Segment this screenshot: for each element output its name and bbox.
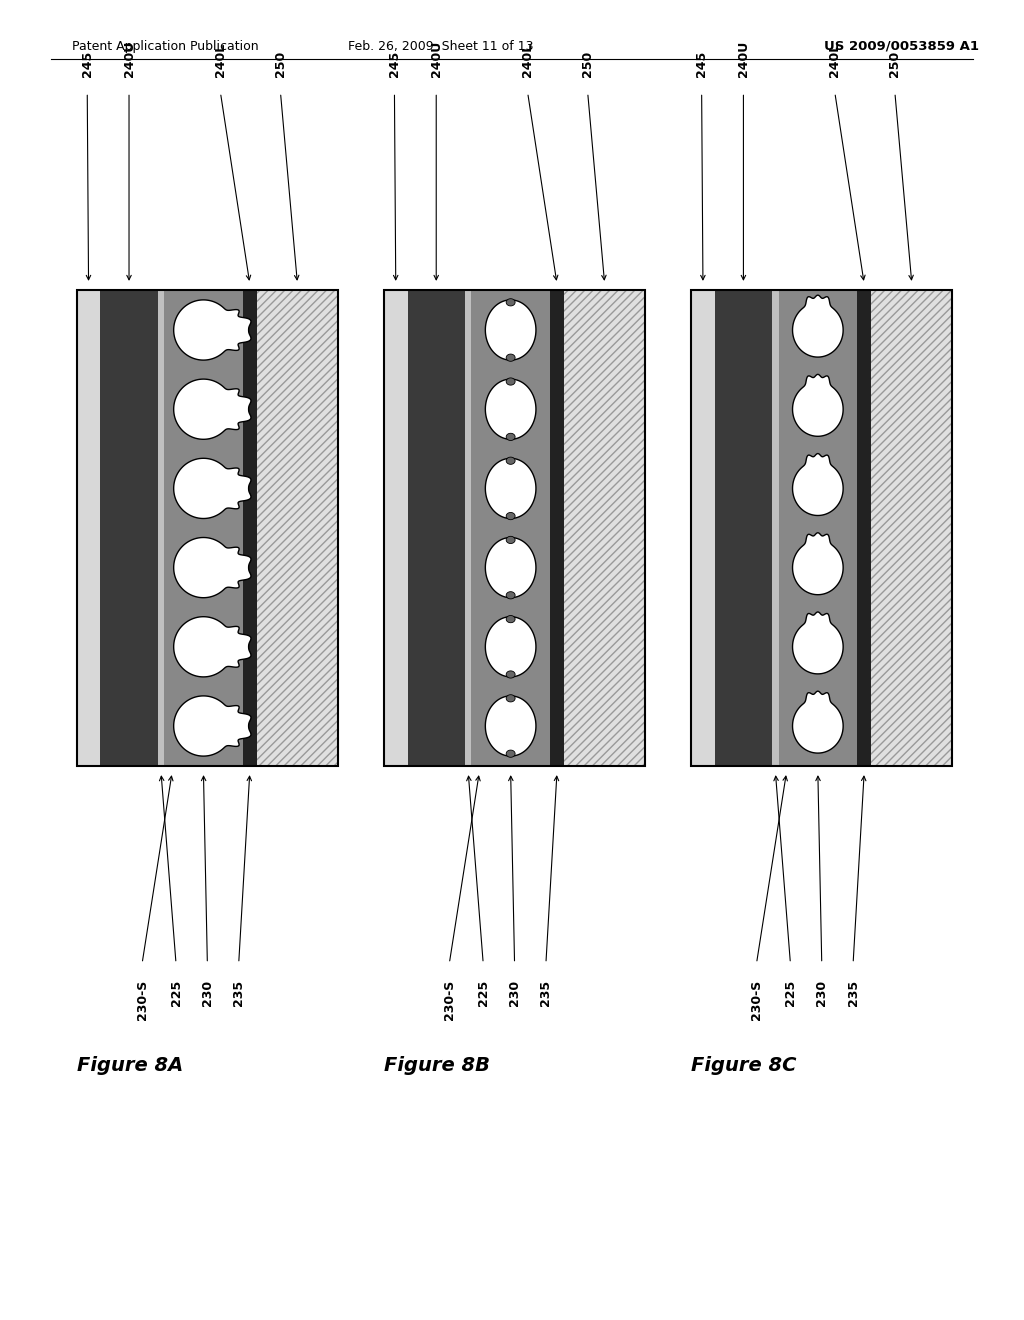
Polygon shape — [485, 537, 536, 598]
Text: 250: 250 — [582, 50, 594, 77]
Polygon shape — [793, 692, 843, 754]
Text: 230-S: 230-S — [442, 979, 456, 1019]
Polygon shape — [506, 354, 515, 362]
Bar — [691, 290, 952, 766]
Polygon shape — [793, 612, 843, 675]
Bar — [871, 290, 952, 766]
Bar — [77, 290, 100, 766]
Text: 240L: 240L — [828, 42, 842, 77]
Polygon shape — [506, 615, 515, 623]
Text: 230: 230 — [508, 979, 521, 1006]
Text: Patent Application Publication: Patent Application Publication — [72, 40, 258, 53]
Bar — [384, 290, 645, 766]
Text: 245: 245 — [695, 50, 709, 77]
Text: Feb. 26, 2009  Sheet 11 of 13: Feb. 26, 2009 Sheet 11 of 13 — [347, 40, 534, 53]
Text: Figure 8A: Figure 8A — [77, 1056, 183, 1074]
Text: 235: 235 — [847, 979, 859, 1006]
Text: 240U: 240U — [430, 41, 442, 77]
Bar — [384, 290, 408, 766]
Polygon shape — [793, 375, 843, 437]
Polygon shape — [485, 696, 536, 756]
Polygon shape — [506, 378, 515, 385]
Polygon shape — [485, 300, 536, 360]
Polygon shape — [506, 536, 515, 544]
Polygon shape — [174, 379, 251, 440]
Bar — [243, 290, 257, 766]
Text: 250: 250 — [274, 50, 287, 77]
Text: 245: 245 — [81, 50, 94, 77]
Text: Figure 8C: Figure 8C — [691, 1056, 797, 1074]
Polygon shape — [506, 591, 515, 599]
Polygon shape — [174, 696, 251, 756]
Text: 225: 225 — [784, 979, 797, 1006]
Text: 225: 225 — [170, 979, 182, 1006]
Bar — [778, 290, 857, 766]
Polygon shape — [174, 458, 251, 519]
Text: 235: 235 — [540, 979, 552, 1006]
Polygon shape — [485, 458, 536, 519]
Bar — [550, 290, 564, 766]
Text: 230: 230 — [201, 979, 214, 1006]
Text: 240L: 240L — [521, 42, 535, 77]
Text: 240U: 240U — [123, 41, 135, 77]
Bar — [257, 290, 338, 766]
Polygon shape — [506, 750, 515, 758]
Bar — [857, 290, 871, 766]
Text: 235: 235 — [232, 979, 245, 1006]
Polygon shape — [506, 433, 515, 441]
Polygon shape — [174, 616, 251, 677]
Bar — [384, 290, 645, 766]
Polygon shape — [485, 616, 536, 677]
Bar — [408, 290, 465, 766]
Bar — [164, 290, 243, 766]
Bar — [564, 290, 645, 766]
Bar — [465, 290, 471, 766]
Bar — [77, 290, 338, 766]
Polygon shape — [485, 379, 536, 440]
Text: US 2009/0053859 A1: US 2009/0053859 A1 — [823, 40, 979, 53]
Bar — [691, 290, 952, 766]
Bar — [715, 290, 772, 766]
Polygon shape — [506, 512, 515, 520]
Text: 240U: 240U — [737, 41, 750, 77]
Text: 230: 230 — [815, 979, 828, 1006]
Polygon shape — [506, 298, 515, 306]
Polygon shape — [793, 533, 843, 595]
Polygon shape — [506, 694, 515, 702]
Text: 225: 225 — [477, 979, 489, 1006]
Polygon shape — [174, 300, 251, 360]
Polygon shape — [793, 296, 843, 358]
Bar — [691, 290, 715, 766]
Bar — [77, 290, 338, 766]
Text: 230-S: 230-S — [750, 979, 763, 1019]
Bar — [100, 290, 158, 766]
Bar — [158, 290, 164, 766]
Polygon shape — [793, 454, 843, 516]
Text: 240L: 240L — [214, 42, 227, 77]
Text: 230-S: 230-S — [135, 979, 148, 1019]
Polygon shape — [174, 537, 251, 598]
Bar — [772, 290, 778, 766]
Text: Figure 8B: Figure 8B — [384, 1056, 490, 1074]
Polygon shape — [506, 457, 515, 465]
Polygon shape — [506, 671, 515, 678]
Bar — [471, 290, 550, 766]
Text: 250: 250 — [889, 50, 901, 77]
Text: 245: 245 — [388, 50, 401, 77]
